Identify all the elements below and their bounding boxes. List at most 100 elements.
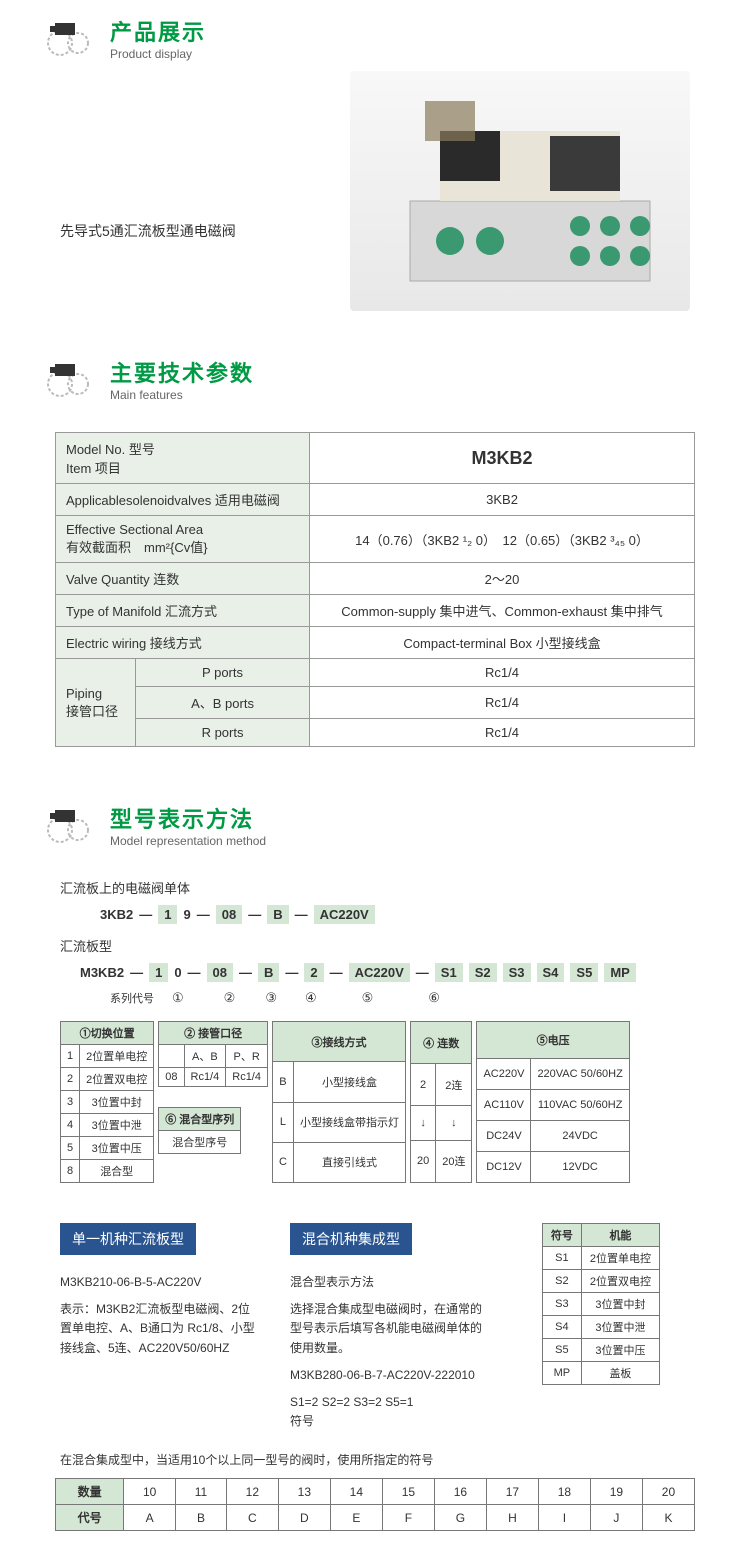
cell: 1 xyxy=(61,1045,80,1068)
cell: 13 xyxy=(278,1479,330,1505)
param-table-1: ①切换位置 12位置单电控 22位置双电控 33位置中封 43位置中泄 53位置… xyxy=(60,1021,154,1183)
cell: 混合型序号 xyxy=(159,1131,241,1154)
code-part: B xyxy=(267,905,288,924)
cell: 12 xyxy=(226,1479,278,1505)
bottom-note: 在混合集成型中，当适用10个以上同一型号的阀时，使用所指定的符号 xyxy=(0,1451,750,1468)
spec-label: Type of Manifold 汇流方式 xyxy=(56,595,310,627)
code-part: MP xyxy=(604,963,636,982)
model-no-label: Model No. 型号 xyxy=(66,439,299,458)
cell: 3位置中压 xyxy=(581,1339,659,1362)
circle-4: ④ xyxy=(305,990,317,1006)
port-label: P ports xyxy=(136,659,310,687)
single-example-text: 表示：M3KB2汇流板型电磁阀、2位置单电控、A、B通口为 Rc1/8、小型接线… xyxy=(60,1300,260,1358)
cell: 10 xyxy=(124,1479,176,1505)
cell xyxy=(159,1045,184,1068)
gear-icon xyxy=(40,359,100,399)
cell: 24VDC xyxy=(531,1121,629,1152)
cell: K xyxy=(642,1505,694,1531)
cell: 3 xyxy=(61,1091,80,1114)
code-part: S2 xyxy=(469,963,497,982)
cell: 盖板 xyxy=(581,1362,659,1385)
cell: 20连 xyxy=(436,1140,472,1182)
gear-icon xyxy=(40,805,100,845)
section-title-zh: 主要技术参数 xyxy=(110,356,254,388)
cell: DC24V xyxy=(477,1121,531,1152)
cell: 2 xyxy=(61,1068,80,1091)
param-table-3: ③接线方式 B小型接线盒 L小型接线盒带指示灯 C直接引线式 xyxy=(272,1021,406,1183)
single-example-code: M3KB210-06-B-5-AC220V xyxy=(60,1273,260,1292)
code-part: B xyxy=(258,963,279,982)
param-header: ⑤电压 xyxy=(477,1022,629,1059)
cell: 2连 xyxy=(436,1064,472,1106)
param-header: ④ 连数 xyxy=(410,1022,472,1064)
specs-model-header: Model No. 型号 Item 项目 xyxy=(56,433,310,484)
cell: 2 xyxy=(410,1064,435,1106)
cell: F xyxy=(382,1505,434,1531)
cell: S1 xyxy=(542,1247,581,1270)
cell: 11 xyxy=(176,1479,227,1505)
quantity-code-table: 数量 1011121314151617181920 代号 ABCDEFGHIJK xyxy=(55,1478,695,1531)
cell: P、R xyxy=(226,1045,268,1068)
cell: S5 xyxy=(542,1339,581,1362)
port-label: R ports xyxy=(136,719,310,747)
gear-icon xyxy=(40,18,100,58)
param-header: ⑥ 混合型序列 xyxy=(159,1108,241,1131)
cell: S3 xyxy=(542,1293,581,1316)
symbol-table: 符号机能 S12位置单电控 S22位置双电控 S33位置中封 S43位置中泄 S… xyxy=(542,1223,660,1385)
cell: 08 xyxy=(159,1068,184,1087)
section-title-en: Model representation method xyxy=(110,834,266,848)
section-title-zh: 产品展示 xyxy=(110,15,206,47)
specs-table: Model No. 型号 Item 项目 M3KB2 Applicablesol… xyxy=(55,432,695,747)
single-code-row: 3KB2 — 1 9 — 08 — B — AC220V xyxy=(100,905,690,924)
code-part: 1 xyxy=(158,905,177,924)
mixed-text3: S1=2 S2=2 S3=2 S5=1 符号 xyxy=(290,1393,490,1431)
cell: 2位置双电控 xyxy=(80,1068,154,1091)
mixed-code: M3KB280-06-B-7-AC220V-222010 xyxy=(290,1366,490,1385)
code-part: S5 xyxy=(570,963,598,982)
cell: 2位置单电控 xyxy=(80,1045,154,1068)
spec-value: 2～20 xyxy=(310,563,695,595)
cell: D xyxy=(278,1505,330,1531)
circle-1: ① xyxy=(172,990,184,1006)
circle-5: ⑤ xyxy=(362,990,374,1006)
cell: L xyxy=(273,1102,294,1142)
cell: J xyxy=(590,1505,642,1531)
series-label: 系列代号 xyxy=(110,990,154,1006)
cell: 2位置双电控 xyxy=(581,1270,659,1293)
single-example-header: 单一机种汇流板型 xyxy=(60,1223,196,1255)
mixed-example: 混合机种集成型 混合型表示方法 选择混合集成型电磁阀时，在通常的型号表示后填写各… xyxy=(290,1223,490,1431)
product-image xyxy=(350,71,690,311)
param-table-2: ② 接管口径 A、BP、R 08Rc1/4Rc1/4 xyxy=(158,1021,268,1087)
code-dash: — xyxy=(130,965,143,980)
cell: B xyxy=(273,1062,294,1102)
param-header: ② 接管口径 xyxy=(159,1022,268,1045)
model-code-section: 汇流板上的电磁阀单体 3KB2 — 1 9 — 08 — B — AC220V … xyxy=(0,858,750,1203)
cell: G xyxy=(434,1505,486,1531)
param-tables-container: ①切换位置 12位置单电控 22位置双电控 33位置中封 43位置中泄 53位置… xyxy=(60,1021,690,1183)
spec-label: Applicablesolenoidvalves 适用电磁阀 xyxy=(56,484,310,516)
circle-2: ② xyxy=(224,990,236,1006)
code-part: AC220V xyxy=(349,963,410,982)
cell: A、B xyxy=(184,1045,226,1068)
spec-label: Valve Quantity 连数 xyxy=(56,563,310,595)
product-display-area: 先导式5通汇流板型通电磁阀 xyxy=(0,71,750,341)
cell: 2位置单电控 xyxy=(581,1247,659,1270)
sym-header: 机能 xyxy=(581,1224,659,1247)
manifold-code-row: M3KB2 — 1 0 — 08 — B — 2 — AC220V — S1 S… xyxy=(80,963,690,982)
port-label: A、B ports xyxy=(136,687,310,719)
cell: C xyxy=(273,1142,294,1182)
code-dash: — xyxy=(330,965,343,980)
cell: 小型接线盒 xyxy=(293,1062,405,1102)
cell: 12VDC xyxy=(531,1152,629,1183)
code-dash: — xyxy=(197,907,210,922)
cell: S2 xyxy=(542,1270,581,1293)
single-code-label: 汇流板上的电磁阀单体 xyxy=(60,878,690,897)
section-header-features: 主要技术参数 Main features xyxy=(0,341,750,412)
cell: C xyxy=(226,1505,278,1531)
cell: 17 xyxy=(486,1479,538,1505)
code-dash: — xyxy=(139,907,152,922)
cell: 19 xyxy=(590,1479,642,1505)
cell: MP xyxy=(542,1362,581,1385)
mixed-text1: 混合型表示方法 xyxy=(290,1273,490,1292)
cell: I xyxy=(538,1505,590,1531)
